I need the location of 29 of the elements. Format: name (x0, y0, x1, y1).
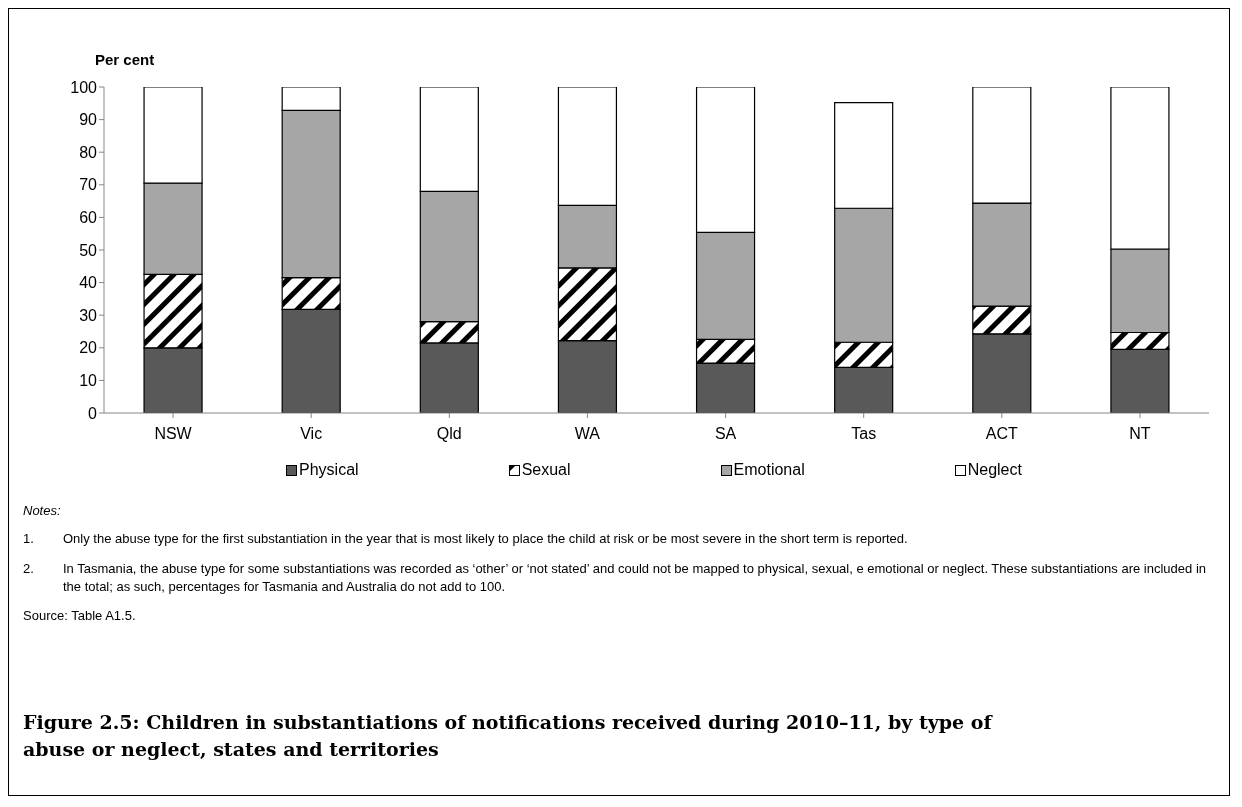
x-tick-label: Qld (436, 425, 462, 443)
legend-label: Sexual (520, 461, 571, 479)
y-axis-title: Per cent (95, 51, 155, 68)
y-tick-label: 30 (79, 306, 98, 324)
y-tick-label: 80 (79, 143, 98, 161)
x-tick-label: Vic (300, 425, 323, 443)
legend-label: Physical (298, 461, 359, 479)
x-tick-label: WA (574, 425, 601, 443)
y-tick-label: 40 (79, 274, 98, 292)
y-tick-label: 20 (79, 339, 98, 357)
y-tick-label: 0 (88, 404, 98, 422)
text: Notes: (23, 503, 62, 518)
y-tick-label: 100 (70, 78, 98, 96)
y-tick-label: 10 (79, 372, 98, 390)
x-tick-label: Tas (851, 425, 877, 443)
y-tick-label: 50 (79, 241, 98, 259)
y-tick-label: 70 (79, 176, 98, 194)
text: 2. In Tasmania, the abuse type for some substantiations was recorded as ‘other’ or ‘not stated’ and could not be mapped to physical, sexual, e emotional or neglect. These substantiations are included in the total; as such, percentages for Tasmania and Australia do not add to 100. (23, 561, 1206, 594)
text: 1. Only the abuse type for the first substantiation in the year that is most likely to place the child at risk or be most severe in the short term is reported. (23, 531, 908, 546)
legend-label: Emotional (732, 461, 805, 479)
x-tick-label: NSW (154, 425, 193, 443)
x-tick-label: SA (714, 425, 737, 443)
y-tick-label: 90 (79, 111, 98, 129)
y-tick-label: 60 (79, 209, 98, 227)
source-note: Source: Table A1.5. (23, 608, 137, 623)
x-tick-label: NT (1129, 425, 1151, 443)
text: Figure 2.5: Children in substantiations of notifications received during 2010–11, by type of abuse or neglect, states and territories (23, 710, 994, 762)
legend-label: Neglect (966, 461, 1022, 479)
x-tick-label: ACT (985, 425, 1019, 443)
